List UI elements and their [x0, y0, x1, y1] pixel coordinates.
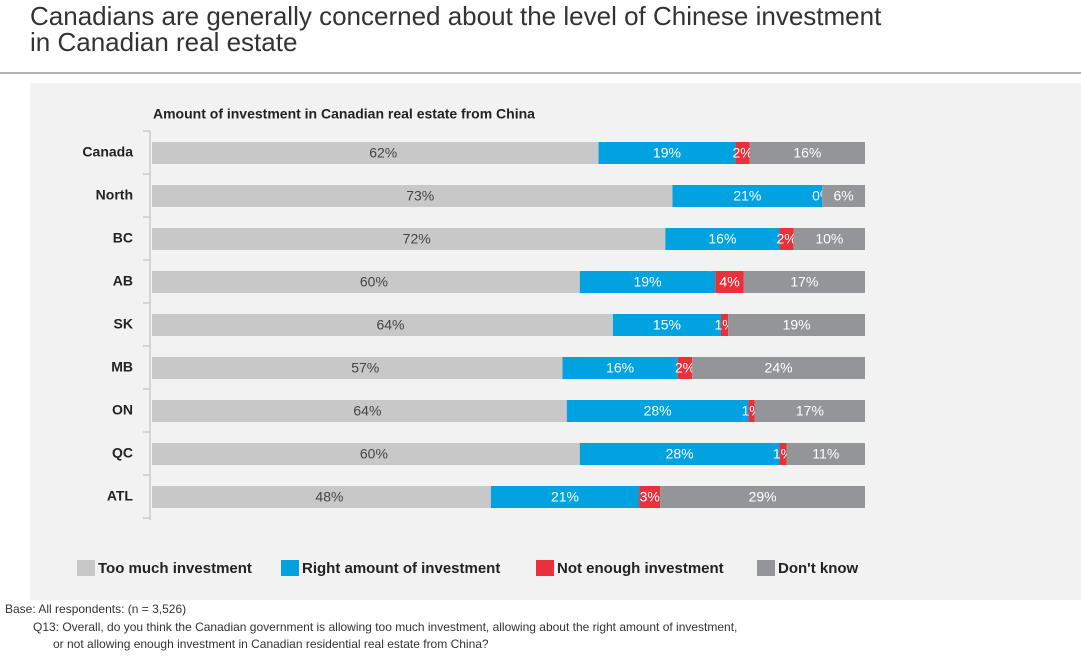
category-label: Canada	[82, 144, 133, 160]
bar-segment	[743, 271, 865, 293]
value-label: 28%	[644, 403, 672, 419]
value-label: 24%	[765, 360, 793, 376]
legend-swatch	[77, 560, 95, 576]
bar-segment	[579, 271, 716, 293]
category-label: North	[96, 187, 133, 203]
bar-segment	[793, 228, 865, 250]
value-label: 2%	[675, 360, 695, 376]
value-label: 19%	[783, 317, 811, 333]
value-label: 2%	[732, 145, 752, 161]
value-label: 19%	[634, 274, 662, 290]
value-label: 60%	[360, 274, 388, 290]
value-label: 6%	[833, 188, 853, 204]
bar-segment	[735, 142, 750, 164]
bar-segment	[720, 314, 729, 336]
bar-segment	[562, 357, 678, 379]
value-label: 64%	[353, 403, 381, 419]
value-label: 72%	[403, 231, 431, 247]
category-label: AB	[113, 273, 133, 289]
chart-title: in Canadian real estate	[30, 27, 297, 57]
panel	[30, 83, 1081, 600]
bar-segment	[779, 228, 794, 250]
category-label: BC	[113, 230, 133, 246]
bar-segment	[152, 142, 599, 164]
value-label: 2%	[776, 231, 796, 247]
bar-segment	[152, 400, 567, 422]
category-label: SK	[114, 316, 133, 332]
chart-subtitle: Amount of investment in Canadian real es…	[153, 106, 535, 122]
footnote: or not allowing enough investment in Can…	[53, 637, 489, 651]
category-label: QC	[112, 445, 133, 461]
legend-label: Right amount of investment	[302, 560, 500, 577]
bar-segment	[715, 271, 744, 293]
bar-segment	[612, 314, 721, 336]
bar-segment	[677, 357, 693, 379]
bar-segment	[672, 185, 823, 207]
bar-segment	[692, 357, 865, 379]
value-label: 16%	[793, 145, 821, 161]
legend-label: Too much investment	[98, 560, 252, 577]
value-label: 15%	[653, 317, 681, 333]
value-label: 62%	[369, 145, 397, 161]
bar-segment	[152, 228, 666, 250]
value-label: 57%	[351, 360, 379, 376]
bar-segment	[728, 314, 865, 336]
bar-segment	[598, 142, 736, 164]
bar-segment	[152, 486, 491, 508]
value-label: 60%	[360, 446, 388, 462]
value-label: 4%	[719, 274, 739, 290]
bar-segment	[579, 443, 780, 465]
value-label: 29%	[749, 489, 777, 505]
legend-label: Don't know	[778, 560, 859, 577]
chart-title: Canadians are generally concerned about …	[30, 1, 882, 31]
category-label: MB	[111, 359, 133, 375]
bar-segment	[779, 443, 787, 465]
bar-segment	[152, 357, 563, 379]
value-label: 48%	[315, 489, 343, 505]
bar-segment	[152, 443, 580, 465]
bar-segment	[152, 314, 613, 336]
bar-segment	[660, 486, 865, 508]
value-label: 73%	[406, 188, 434, 204]
bar-segment	[786, 443, 865, 465]
value-label: 28%	[666, 446, 694, 462]
value-label: 17%	[790, 274, 818, 290]
value-label: 16%	[708, 231, 736, 247]
legend-swatch	[281, 560, 299, 576]
bar-segment	[639, 486, 661, 508]
bar-segment	[748, 400, 755, 422]
value-label: 10%	[815, 231, 843, 247]
value-label: 11%	[812, 446, 839, 462]
value-label: 16%	[606, 360, 634, 376]
value-label: 3%	[640, 489, 660, 505]
category-label: ATL	[107, 488, 134, 504]
value-label: 21%	[551, 489, 579, 505]
value-label: 21%	[733, 188, 761, 204]
value-label: 17%	[796, 403, 824, 419]
bar-segment	[152, 271, 580, 293]
category-label: ON	[112, 402, 133, 418]
value-label: 64%	[376, 317, 404, 333]
bar-segment	[566, 400, 749, 422]
footnote: Base: All respondents: (n = 3,526)	[5, 602, 186, 616]
legend-swatch	[757, 560, 775, 576]
footnote: Q13: Overall, do you think the Canadian …	[33, 620, 737, 634]
legend-swatch	[536, 560, 554, 576]
bar-segment	[152, 185, 673, 207]
bar-segment	[490, 486, 640, 508]
legend-label: Not enough investment	[557, 560, 724, 577]
bar-segment	[754, 400, 865, 422]
bar-segment	[665, 228, 780, 250]
bar-segment	[822, 185, 865, 207]
bar-segment	[749, 142, 865, 164]
value-label: 19%	[653, 145, 681, 161]
